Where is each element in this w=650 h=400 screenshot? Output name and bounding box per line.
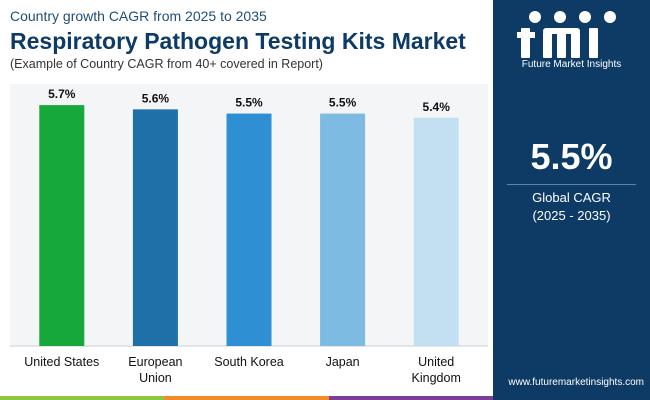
bar xyxy=(132,109,178,347)
bar-chart: 5.7% United States 5.6% European Union 5.5% So… xyxy=(10,87,488,385)
x-tick-label: United States xyxy=(24,355,99,369)
global-cagr-period: (2025 - 2035) xyxy=(532,208,611,223)
chart-kicker: Country growth CAGR from 2025 to 2035 xyxy=(10,8,267,24)
x-tick-label: European xyxy=(128,355,182,369)
x-tick-label: Kingdom xyxy=(412,371,461,385)
data-label: 5.7% xyxy=(48,87,76,101)
website-link[interactable]: www.futuremarketinsights.com xyxy=(508,377,644,388)
x-tick-label: United xyxy=(418,355,454,369)
data-label: 5.4% xyxy=(423,100,451,114)
color-strip xyxy=(0,396,493,400)
data-label: 5.6% xyxy=(142,91,170,105)
x-tick-label: Japan xyxy=(326,355,360,369)
strip-green xyxy=(0,396,165,400)
global-cagr-label: Global CAGR xyxy=(532,190,611,205)
global-cagr-value: 5.5% xyxy=(530,136,613,177)
strip-purple xyxy=(328,396,493,400)
sidebar-panel: Future Market Insights 5.5% Global CAGR … xyxy=(493,0,650,400)
x-tick-label: South Korea xyxy=(214,355,284,369)
bar xyxy=(39,105,85,347)
logo-text: Future Market Insights xyxy=(521,59,622,70)
data-label: 5.5% xyxy=(235,96,263,110)
chart-subtitle: (Example of Country CAGR from 40+ covere… xyxy=(10,57,323,71)
chart-title: Respiratory Pathogen Testing Kits Market xyxy=(10,28,466,54)
divider xyxy=(507,184,636,185)
x-tick-label: Union xyxy=(139,371,172,385)
bar xyxy=(226,113,272,346)
fmi-logo-icon xyxy=(517,11,616,58)
data-label: 5.5% xyxy=(329,96,357,110)
strip-orange xyxy=(164,396,329,400)
bar xyxy=(320,113,366,346)
bar xyxy=(413,117,459,346)
